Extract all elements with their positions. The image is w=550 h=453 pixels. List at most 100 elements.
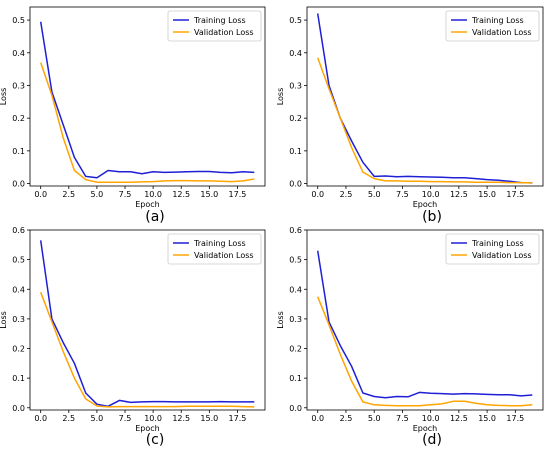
legend-box: [167, 233, 262, 265]
panel-a: 0.0 2.5 5.0 7.5 10.0 12.5 15.0 17.5 0.0 0.1 0.2 0.3…: [0, 6, 266, 225]
x-tick-label: 5.0: [91, 190, 104, 199]
training-legend-label: Training Loss: [193, 16, 246, 25]
x-tick-label: 2.5: [62, 190, 75, 199]
x-axis-label: Epoch: [413, 200, 438, 209]
panel-caption: (d): [422, 432, 442, 448]
x-tick-label: 2.5: [340, 190, 353, 199]
y-tick-label: 0.1: [12, 147, 25, 156]
training-loss-line: [316, 250, 533, 399]
training-legend-label: Training Loss: [471, 16, 524, 25]
y-tick-label: 0.0: [289, 404, 302, 413]
x-tick-label: 7.5: [396, 190, 409, 199]
y-axis-label: Loss: [276, 311, 285, 329]
training-loss-line: [316, 13, 533, 184]
validation-legend-label: Validation Loss: [194, 28, 254, 37]
y-tick-label: 0.0: [289, 180, 302, 189]
training-loss-line: [39, 21, 255, 179]
y-tick-label: 0.3: [12, 315, 25, 324]
x-tick-label: 15.0: [478, 414, 496, 423]
y-tick-label: 0.2: [12, 114, 25, 123]
legend: Training Loss Validation Loss: [445, 233, 540, 265]
y-tick-label: 0.5: [12, 16, 25, 25]
x-tick-label: 5.0: [368, 190, 381, 199]
y-axis-label: Loss: [0, 88, 8, 106]
x-tick-label: 0.0: [34, 190, 47, 199]
x-tick-label: 12.5: [172, 414, 190, 423]
training-loss-line: [39, 240, 255, 408]
x-tick-label: 12.5: [450, 414, 468, 423]
plot-frame: [306, 229, 544, 411]
validation-legend-label: Validation Loss: [194, 251, 254, 260]
y-tick-label: 0.3: [12, 81, 25, 90]
y-tick-label: 0.3: [289, 81, 302, 90]
panel-caption: (b): [422, 209, 442, 225]
panel-c: 0.0 2.5 5.0 7.5 10.0 12.5 15.0 17.5 0.0 0.1 0.2 0.3…: [0, 226, 266, 448]
x-tick-label: 10.0: [144, 414, 162, 423]
y-tick-label: 0.0: [12, 404, 25, 413]
y-tick-label: 0.5: [289, 16, 302, 25]
legend-box: [445, 10, 540, 42]
y-tick-label: 0.2: [12, 345, 25, 354]
panel-d: 0.0 2.5 5.0 7.5 10.0 12.5 15.0 17.5 0.0 0.1 0.2 0.3…: [276, 226, 544, 448]
plot-frame: [29, 229, 266, 411]
legend: Training Loss Validation Loss: [167, 233, 262, 265]
y-tick-label: 0.4: [12, 285, 25, 294]
y-tick-label: 0.5: [12, 256, 25, 265]
y-tick-label: 0.6: [289, 226, 302, 235]
legend: Training Loss Validation Loss: [445, 10, 540, 42]
x-axis-label: Epoch: [135, 200, 160, 209]
y-tick-label: 0.0: [12, 180, 25, 189]
x-tick-label: 2.5: [62, 414, 75, 423]
training-legend-label: Training Loss: [471, 239, 524, 248]
x-tick-label: 17.5: [506, 414, 524, 423]
x-tick-label: 10.0: [422, 190, 440, 199]
validation-legend-label: Validation Loss: [472, 251, 532, 260]
x-tick-label: 12.5: [450, 190, 468, 199]
y-tick-label: 0.4: [12, 49, 25, 58]
y-tick-label: 0.6: [12, 226, 25, 235]
panel-b: 0.0 2.5 5.0 7.5 10.0 12.5 15.0 17.5 0.0 0.1 0.2 0.3…: [276, 6, 544, 225]
x-tick-label: 10.0: [422, 414, 440, 423]
x-tick-label: 17.5: [506, 190, 524, 199]
x-tick-label: 15.0: [200, 414, 218, 423]
plot-frame: [29, 6, 266, 187]
validation-loss-line: [39, 291, 255, 408]
x-tick-label: 15.0: [478, 190, 496, 199]
y-axis-label: Loss: [0, 311, 8, 329]
y-tick-label: 0.5: [289, 256, 302, 265]
validation-loss-line: [317, 296, 533, 407]
panel-caption: (c): [146, 432, 165, 448]
x-tick-label: 10.0: [144, 190, 162, 199]
x-tick-label: 17.5: [229, 190, 247, 199]
validation-loss-line: [316, 57, 533, 184]
plot-frame: [306, 6, 544, 187]
x-tick-label: 2.5: [340, 414, 353, 423]
y-tick-label: 0.4: [289, 49, 302, 58]
panel-caption: (a): [145, 209, 165, 225]
legend-box: [167, 10, 262, 42]
x-tick-label: 5.0: [91, 414, 104, 423]
x-tick-label: 5.0: [368, 414, 381, 423]
legend: Training Loss Validation Loss: [167, 10, 262, 42]
y-tick-label: 0.1: [289, 147, 302, 156]
x-tick-label: 7.5: [119, 414, 132, 423]
x-tick-label: 17.5: [229, 414, 247, 423]
x-tick-label: 12.5: [172, 190, 190, 199]
x-tick-label: 0.0: [34, 414, 47, 423]
y-tick-label: 0.4: [289, 285, 302, 294]
legend-box: [445, 233, 540, 265]
x-tick-label: 7.5: [396, 414, 409, 423]
y-tick-label: 0.3: [289, 315, 302, 324]
validation-loss-line: [39, 62, 255, 183]
y-tick-label: 0.1: [289, 374, 302, 383]
training-legend-label: Training Loss: [193, 239, 246, 248]
x-tick-label: 15.0: [200, 190, 218, 199]
y-tick-label: 0.2: [289, 114, 302, 123]
x-tick-label: 0.0: [311, 414, 324, 423]
x-axis-label: Epoch: [135, 424, 160, 433]
y-axis-label: Loss: [276, 88, 285, 106]
x-tick-label: 7.5: [119, 190, 132, 199]
x-axis-label: Epoch: [413, 424, 438, 433]
y-tick-label: 0.2: [289, 345, 302, 354]
